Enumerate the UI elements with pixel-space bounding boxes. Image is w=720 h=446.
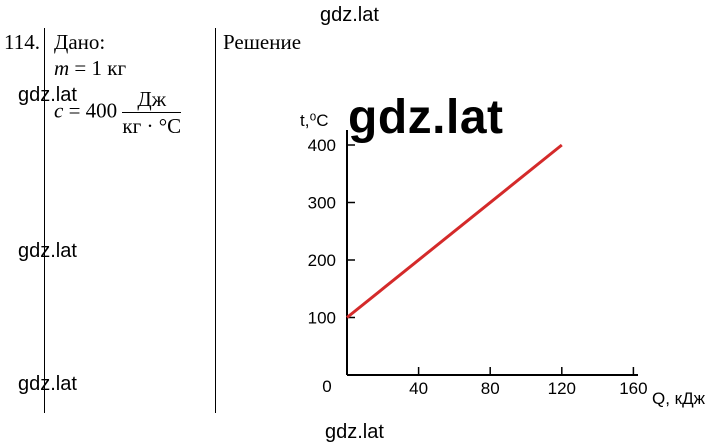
- y-tick-label-400: 400: [308, 136, 336, 155]
- mass-variable: m: [54, 56, 70, 80]
- c-unit-denominator: кг · °С: [122, 114, 182, 138]
- origin-label: 0: [322, 377, 331, 396]
- problem-number: 114.: [4, 30, 40, 54]
- c-variable: c: [54, 98, 64, 123]
- watermark-left-2: gdz.lat: [18, 240, 77, 262]
- given-mass: m = 1 кг: [54, 56, 126, 81]
- solution-label: Решение: [223, 30, 302, 54]
- y-tick-label-100: 100: [308, 309, 336, 328]
- y-axis-label: t,⁰C: [300, 111, 329, 130]
- watermark-top: gdz.lat: [320, 4, 379, 26]
- watermark-left-1: gdz.lat: [18, 84, 77, 106]
- watermark-left-3: gdz.lat: [18, 373, 77, 395]
- mass-value: = 1 кг: [69, 56, 127, 80]
- series-line-0: [346, 143, 563, 319]
- given-specific-heat: c = 400 Дж кг · °С: [54, 86, 182, 139]
- c-unit-fraction: Дж кг · °С: [122, 86, 182, 139]
- watermark-center-big: gdz.lat: [348, 91, 504, 144]
- x-tick-label-40: 40: [409, 379, 428, 398]
- y-tick-label-200: 200: [308, 251, 336, 270]
- given-label: Дано:: [54, 30, 106, 54]
- y-tick-label-300: 300: [308, 194, 336, 213]
- x-tick-label-80: 80: [481, 379, 500, 398]
- c-unit-numerator: Дж: [122, 86, 182, 113]
- given-solution-divider: [215, 28, 216, 413]
- x-tick-label-160: 160: [619, 379, 647, 398]
- x-tick-label-120: 120: [548, 379, 576, 398]
- given-left-rule: [44, 28, 45, 413]
- watermark-bottom: gdz.lat: [325, 421, 384, 443]
- x-axis-label: Q, кДж: [652, 389, 706, 408]
- c-value: = 400: [63, 98, 118, 123]
